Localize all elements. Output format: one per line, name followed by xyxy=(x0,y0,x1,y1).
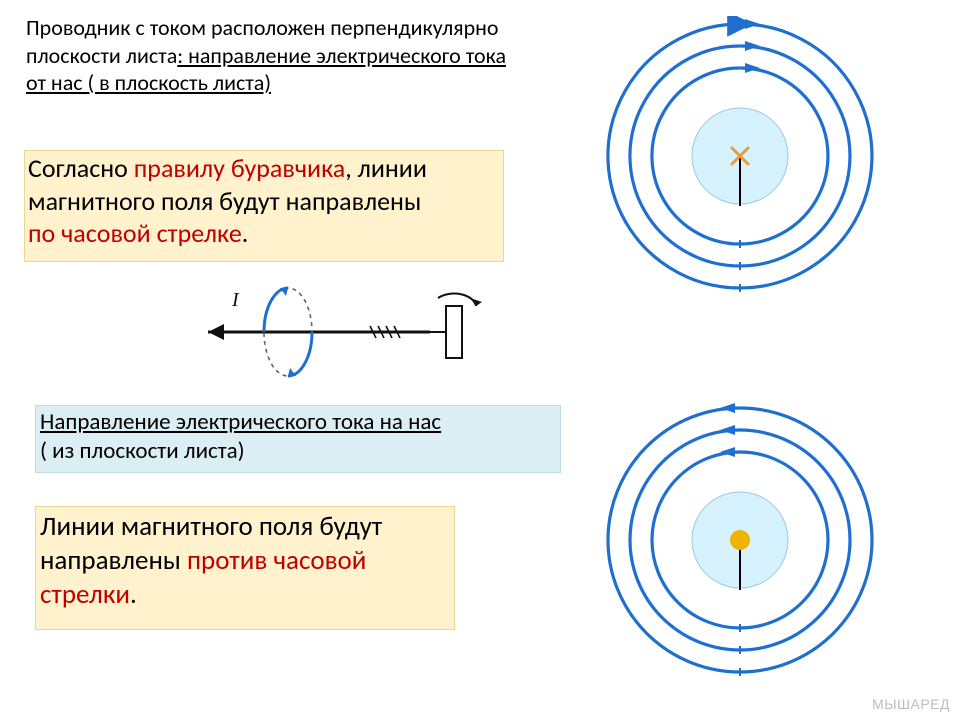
out-p2a: направлены xyxy=(40,544,187,577)
rule-p2: магнитного поля будут направлены xyxy=(28,185,421,217)
rule-p1c: , линии xyxy=(345,152,427,184)
out-p3-dot: . xyxy=(130,578,137,611)
out-text: Линии магнитного поля будут направлены п… xyxy=(40,510,500,611)
diagram-gimlet: I xyxy=(200,262,520,402)
intro-line2b: : направление электрического тока xyxy=(177,42,506,69)
out-p3a: стрелки xyxy=(40,578,130,611)
gimlet-svg: I xyxy=(200,262,520,402)
rule-text: Согласно правилу буравчика, линии магнит… xyxy=(28,152,548,250)
diagram-into-page xyxy=(600,16,880,296)
watermark: МЫШАРЕД xyxy=(872,696,950,712)
intro-text: Проводник с током расположен перпендикул… xyxy=(26,14,586,97)
diagram-out-of-page xyxy=(600,400,880,680)
intro-line3: от нас ( в плоскость листа) xyxy=(26,69,271,96)
mid-line1: Направление электрического тока на нас xyxy=(40,408,441,436)
out-of-page-svg xyxy=(600,400,880,680)
rule-p1b: правилу буравчика xyxy=(134,152,345,184)
mid-line2: ( из плоскости листа) xyxy=(40,437,245,465)
rule-p1a: Согласно xyxy=(28,152,134,184)
intro-line1: Проводник с током расположен перпендикул… xyxy=(26,14,499,41)
rule-p3-dot: . xyxy=(242,217,249,249)
into-page-svg xyxy=(600,16,880,296)
out-p1: Линии магнитного поля будут xyxy=(40,510,382,543)
out-p2b: против часовой xyxy=(187,544,366,577)
rule-p3: по часовой стрелке xyxy=(28,217,242,249)
mid-text: Направление электрического тока на нас (… xyxy=(40,408,580,466)
intro-line2a: плоскости листа xyxy=(26,42,177,69)
watermark-text: МЫШАРЕД xyxy=(872,696,950,712)
current-label: I xyxy=(231,289,240,311)
